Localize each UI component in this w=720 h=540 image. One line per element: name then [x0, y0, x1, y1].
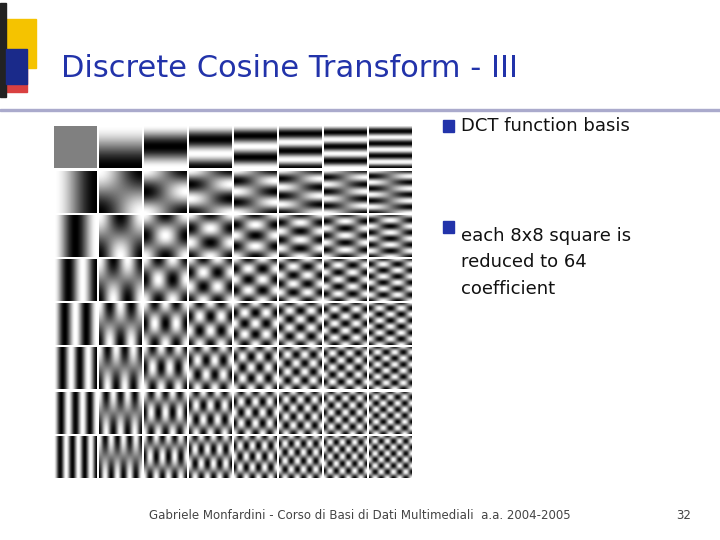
Bar — [443, 120, 454, 132]
Text: each 8x8 square is
reduced to 64
coefficient: each 8x8 square is reduced to 64 coeffic… — [461, 227, 631, 298]
Bar — [443, 221, 454, 233]
Text: Discrete Cosine Transform - III: Discrete Cosine Transform - III — [61, 54, 518, 83]
Text: Gabriele Monfardini - Corso di Basi di Dati Multimediali  a.a. 2004-2005: Gabriele Monfardini - Corso di Basi di D… — [149, 509, 571, 522]
Text: DCT function basis: DCT function basis — [461, 117, 630, 135]
Text: 32: 32 — [676, 509, 691, 522]
